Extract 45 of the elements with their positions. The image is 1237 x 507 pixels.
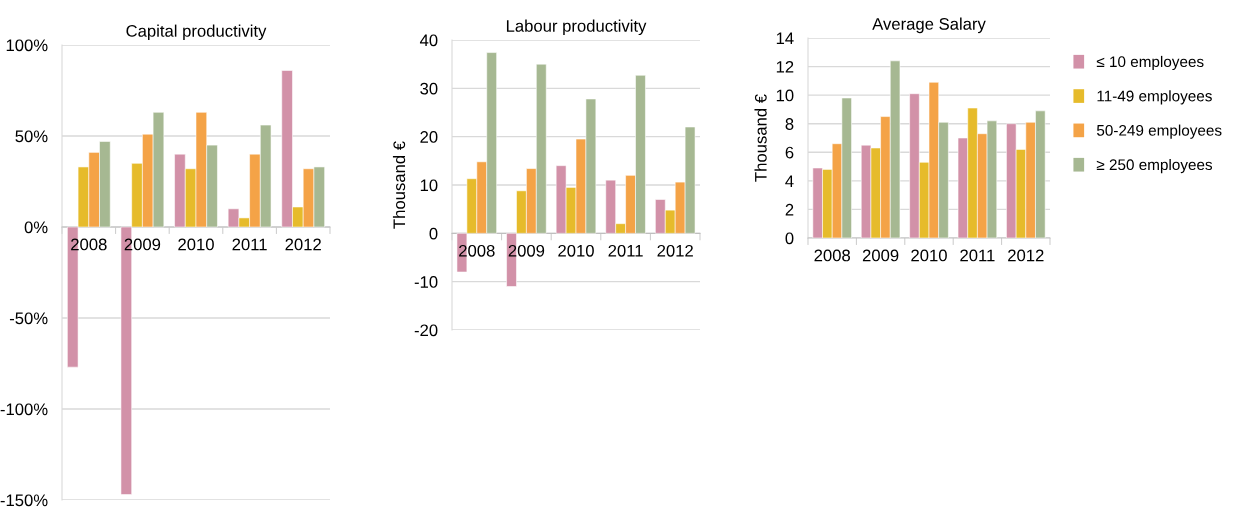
y-tick-label: -150% (0, 494, 48, 507)
y-tick-label: 12 (776, 60, 794, 73)
y-tick-label: 0% (24, 221, 48, 234)
x-tick-label: 2010 (911, 249, 947, 262)
y-tick-label: 50% (15, 130, 48, 143)
legend-label: ≤ 10 employees (1096, 55, 1204, 71)
y-tick-label: 4 (785, 175, 794, 187)
legend-label: 11-49 employees (1097, 90, 1212, 105)
x-tick-label: 2008 (71, 238, 107, 251)
y-tick-label: -20 (414, 324, 438, 337)
x-tick-label: 2012 (285, 238, 321, 251)
x-tick-label: 2012 (657, 244, 693, 257)
y-tick-label: 14 (776, 32, 794, 45)
y-tick-label: -50% (9, 312, 48, 325)
y-tick-label: 40 (419, 34, 438, 47)
x-tick-label: 2010 (178, 238, 214, 251)
y-tick-label: -10 (414, 276, 438, 288)
y-axis-title: Thousand € (392, 141, 406, 229)
y-tick-label: 20 (420, 131, 438, 143)
y-tick-label: 6 (785, 146, 794, 159)
chart-title: Labour productivity (506, 19, 647, 36)
chart-title: Average Salary (872, 17, 986, 34)
x-tick-label: 2009 (124, 238, 161, 251)
x-tick-label: 2008 (459, 244, 495, 257)
legend-label: ≥ 250 employees (1096, 158, 1213, 174)
x-tick-label: 2010 (558, 244, 594, 257)
x-tick-label: 2012 (1008, 249, 1044, 262)
x-tick-label: 2009 (508, 244, 545, 257)
y-tick-label: 8 (785, 118, 794, 130)
y-tick-label: -100% (0, 403, 48, 416)
y-tick-label: 0 (785, 232, 794, 245)
y-tick-label: 100% (6, 39, 48, 52)
x-tick-label: 2011 (960, 249, 995, 262)
y-tick-label: 30 (420, 82, 438, 95)
x-tick-label: 2011 (232, 238, 267, 251)
y-tick-label: 2 (785, 203, 794, 216)
x-tick-label: 2009 (862, 249, 899, 262)
y-tick-label: 0 (429, 227, 438, 240)
chart-title: Capital productivity (126, 24, 267, 41)
y-axis-title: Thousand € (754, 94, 767, 182)
x-tick-label: 2008 (814, 249, 851, 262)
y-tick-label: 10 (420, 179, 438, 192)
y-tick-label: 10 (776, 89, 794, 102)
legend-label: 50-249 employees (1096, 124, 1222, 139)
x-tick-label: 2011 (608, 244, 643, 257)
